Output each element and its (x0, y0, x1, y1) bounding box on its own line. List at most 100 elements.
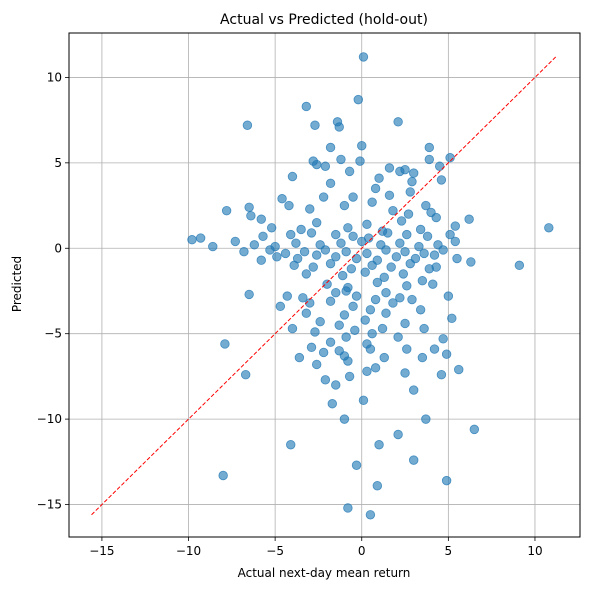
data-point (370, 363, 381, 373)
data-point (284, 200, 294, 211)
data-point (450, 221, 460, 231)
data-point (393, 429, 403, 440)
data-point (384, 190, 395, 201)
data-point (402, 344, 412, 354)
data-point (424, 154, 434, 165)
data-point (331, 229, 341, 240)
data-point (308, 262, 318, 272)
data-point (429, 250, 440, 260)
data-point (395, 238, 405, 248)
data-point (381, 287, 391, 298)
data-point (421, 200, 431, 211)
data-point (422, 231, 433, 242)
data-point (246, 211, 256, 221)
data-point (367, 197, 377, 207)
data-point (325, 178, 336, 189)
data-point (445, 153, 455, 163)
data-point (415, 305, 426, 315)
data-point (358, 52, 369, 62)
data-point (331, 287, 341, 298)
data-point (367, 328, 377, 339)
data-point (379, 272, 389, 283)
x-tick-label: 5 (445, 544, 453, 558)
data-point (362, 219, 372, 230)
x-tick-label: 0 (358, 544, 366, 558)
data-point (409, 168, 419, 178)
data-point (466, 257, 476, 267)
data-point (327, 399, 337, 409)
data-point (419, 248, 429, 259)
y-tick-label: 0 (54, 241, 62, 255)
data-point (344, 166, 355, 177)
data-point (383, 228, 393, 238)
plot-frame (68, 32, 581, 538)
y-axis-label: Predicted (10, 256, 24, 312)
data-point (362, 248, 372, 259)
data-point (320, 245, 331, 255)
data-point (431, 262, 441, 272)
data-point (417, 276, 428, 286)
data-point (286, 229, 296, 240)
grid (69, 33, 580, 537)
data-point (291, 238, 301, 248)
x-tick-label: −15 (89, 544, 114, 558)
data-point (514, 260, 525, 271)
data-point (431, 212, 441, 223)
data-point (415, 224, 426, 235)
data-point (301, 101, 312, 112)
y-tick-label: 5 (54, 156, 62, 170)
data-point (388, 298, 398, 308)
x-axis: −15 −10 −5 0 5 10 (89, 537, 543, 558)
data-point (407, 176, 417, 187)
data-point (400, 246, 410, 257)
x-tick-label: −5 (266, 544, 284, 558)
data-point (305, 298, 315, 308)
data-point (351, 460, 362, 470)
data-point (441, 475, 452, 486)
data-point (403, 209, 414, 219)
data-point (362, 366, 372, 376)
data-point (445, 229, 455, 240)
data-point (454, 364, 464, 375)
data-point (256, 255, 266, 265)
data-point (391, 252, 402, 262)
data-point (287, 323, 298, 334)
x-tick-label: −10 (176, 544, 201, 558)
data-point (365, 344, 376, 354)
data-point (282, 291, 292, 301)
data-point (289, 260, 299, 271)
data-point (351, 253, 362, 264)
data-point (370, 294, 381, 305)
data-point (428, 279, 438, 289)
x-tick-label: 10 (527, 544, 542, 558)
data-point (393, 332, 403, 342)
data-point (360, 315, 370, 325)
data-point (242, 120, 253, 130)
data-point (299, 246, 310, 257)
data-point (244, 289, 254, 300)
data-point (341, 286, 351, 296)
data-point (249, 240, 260, 250)
data-point (287, 171, 298, 182)
data-point (372, 277, 383, 288)
data-point (334, 122, 344, 132)
data-point (336, 238, 346, 248)
data-point (331, 380, 341, 390)
data-point (325, 296, 336, 306)
data-point (402, 281, 412, 291)
data-point (443, 291, 454, 301)
data-point (357, 141, 367, 151)
data-point (286, 440, 296, 450)
data-point (357, 236, 367, 247)
data-point (365, 305, 376, 315)
data-point (301, 269, 312, 279)
data-point (377, 323, 388, 334)
data-point (318, 192, 329, 202)
data-point (331, 252, 341, 262)
y-tick-label: 10 (47, 70, 62, 84)
data-point (325, 142, 336, 153)
data-point (325, 258, 336, 269)
data-point (294, 352, 305, 363)
data-point (400, 368, 410, 378)
data-point (341, 332, 351, 342)
